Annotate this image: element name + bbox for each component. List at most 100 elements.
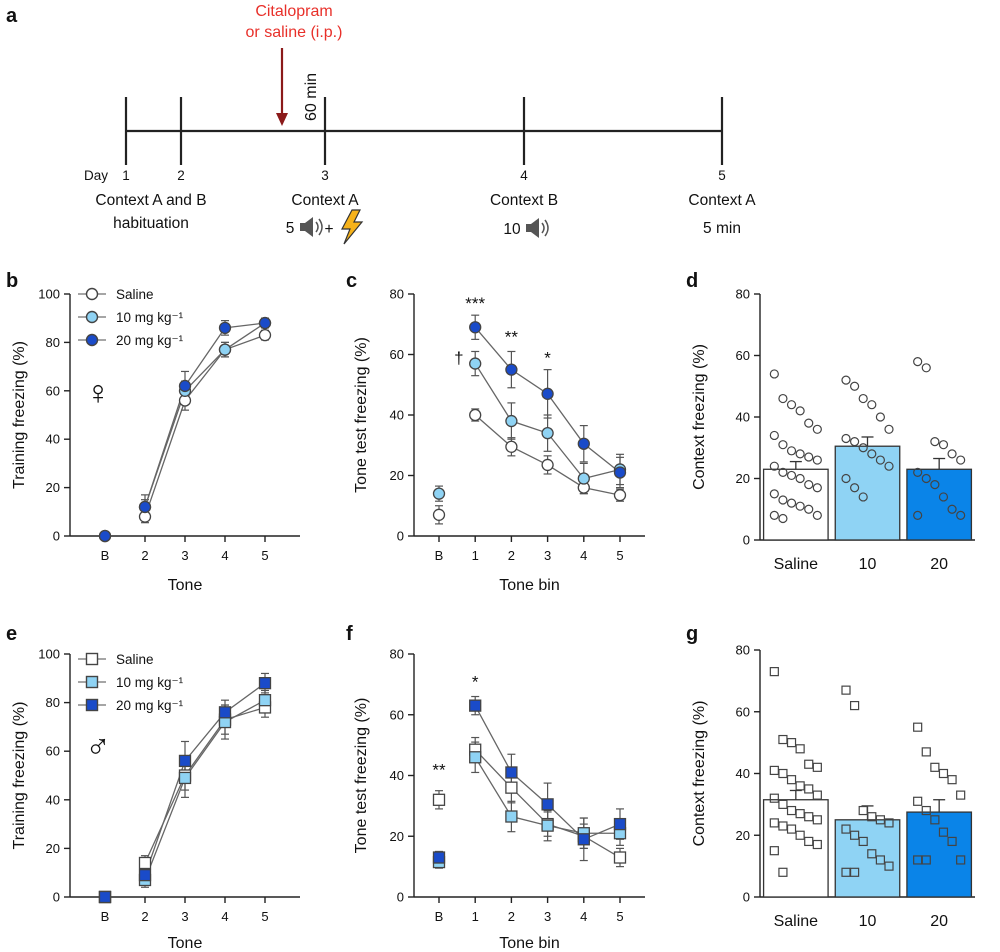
dot-d-high: [947, 504, 957, 514]
day-prefix: Day: [84, 168, 108, 183]
y-axis-label-e: Training freezing (%): [11, 702, 28, 850]
point-c-low-1: [469, 357, 482, 370]
dot-d-high: [930, 480, 940, 490]
day5-number: 5: [718, 168, 726, 183]
dot-g-saline: [769, 818, 779, 828]
x-tick-label-d: 20: [930, 556, 948, 573]
series-line-b-low: [144, 322, 266, 508]
dot-g-low: [841, 685, 851, 695]
bar-group-g-saline: [762, 667, 829, 898]
y-axis-label-d: Context freezing (%): [691, 344, 708, 490]
panel-label-f: f: [346, 623, 353, 645]
dot-g-high: [921, 805, 931, 816]
point-c-saline-3: [541, 458, 554, 472]
series-f-saline: [435, 736, 624, 868]
legend-marker-low: [85, 310, 99, 324]
dot-g-high: [938, 768, 949, 779]
dot-d-low: [875, 412, 886, 422]
x-tick-label-c: 3: [544, 548, 551, 563]
point-f-high-2: [505, 766, 518, 779]
point-f-low-3: [541, 819, 554, 832]
dot-g-high: [930, 762, 940, 772]
dot-d-saline: [812, 455, 822, 465]
y-tick-label-f: 60: [390, 707, 404, 722]
x-tick-label-f: 1: [472, 909, 479, 924]
dot-d-low: [858, 492, 868, 502]
female-symbol: ♀: [85, 374, 111, 412]
dot-d-low: [849, 381, 860, 391]
dot-g-saline: [769, 667, 779, 677]
dot-g-saline: [786, 738, 797, 748]
x-axis-label-e: Tone: [168, 935, 203, 952]
dot-g-low: [875, 855, 886, 865]
x-tick-label-b: B: [101, 548, 110, 563]
x-tick-label-b: 4: [221, 548, 228, 563]
delay-label: 60 min: [303, 73, 320, 121]
dot-g-saline: [778, 799, 788, 809]
series-line-b-high: [144, 322, 266, 508]
x-tick-label-b: 2: [141, 548, 148, 563]
dot-d-saline: [795, 406, 805, 416]
dot-d-high: [921, 473, 931, 484]
point-e-saline-2: [138, 856, 152, 870]
x-tick-label-g: 20: [930, 913, 948, 930]
y-tick-label-c: 40: [390, 408, 404, 423]
y-axis-label-c: Tone test freezing (%): [353, 337, 370, 493]
dot-d-low: [875, 455, 886, 465]
dot-d-saline: [769, 461, 779, 471]
legend-label-high-sq: 20 mg kg⁻¹: [116, 698, 184, 713]
dot-d-low: [884, 424, 894, 434]
day4-tone-count: 10: [503, 221, 521, 238]
series-c-low: [435, 350, 624, 502]
dot-d-low: [867, 449, 877, 459]
series-f-high: [435, 695, 624, 865]
y-tick-label-e: 60: [46, 744, 60, 759]
day5-context: Context A: [688, 192, 756, 209]
dot-g-saline: [812, 762, 822, 772]
dot-d-saline: [778, 393, 788, 404]
x-axis-label-f: Tone bin: [499, 935, 560, 952]
point-f-low-1: [469, 751, 482, 764]
dot-d-saline: [812, 483, 822, 493]
dot-g-low: [867, 849, 877, 859]
y-tick-label-b: 20: [46, 480, 60, 495]
point-e-high-B: [98, 890, 112, 904]
x-tick-label-e: 5: [261, 909, 268, 924]
panel-label-e: e: [6, 623, 17, 645]
series-b-low: [101, 317, 269, 540]
point-b-high-2: [138, 500, 152, 514]
x-tick-label-b: 3: [181, 548, 188, 563]
x-tick-label-b: 5: [261, 548, 268, 563]
point-b-high-4: [218, 321, 232, 335]
y-tick-label-e: 20: [46, 841, 60, 856]
day3-tone-count: 5: [286, 220, 295, 237]
point-c-low-3: [541, 426, 554, 440]
dot-d-saline: [778, 440, 788, 450]
dot-d-high: [938, 440, 949, 450]
point-c-high-5: [613, 466, 627, 479]
bar-group-d-saline: [762, 369, 829, 541]
dot-d-saline: [804, 480, 814, 490]
legend-marker-low-sq: [85, 675, 99, 689]
dot-d-saline: [778, 513, 788, 524]
dot-d-high: [956, 510, 966, 521]
point-c-low-2: [505, 414, 518, 428]
dot-g-high: [956, 855, 966, 865]
speaker-icon-2: [526, 218, 549, 238]
day5-duration: 5 min: [703, 220, 741, 237]
point-f-low-2: [505, 810, 518, 823]
y-axis-label-f: Tone test freezing (%): [353, 698, 370, 854]
dot-g-saline: [778, 867, 788, 877]
x-tick-label-f: 2: [508, 909, 515, 924]
dot-d-saline: [778, 467, 788, 477]
x-tick-label-e: B: [101, 909, 110, 924]
dot-d-high: [913, 357, 923, 367]
day4-number: 4: [520, 168, 528, 183]
dot-g-low: [849, 830, 860, 840]
dot-g-low: [841, 824, 851, 834]
bar-g-high: [906, 811, 973, 898]
y-tick-label-d: 80: [736, 287, 750, 302]
bar-group-d-low: [834, 375, 901, 541]
y-tick-label-f: 40: [390, 768, 404, 783]
